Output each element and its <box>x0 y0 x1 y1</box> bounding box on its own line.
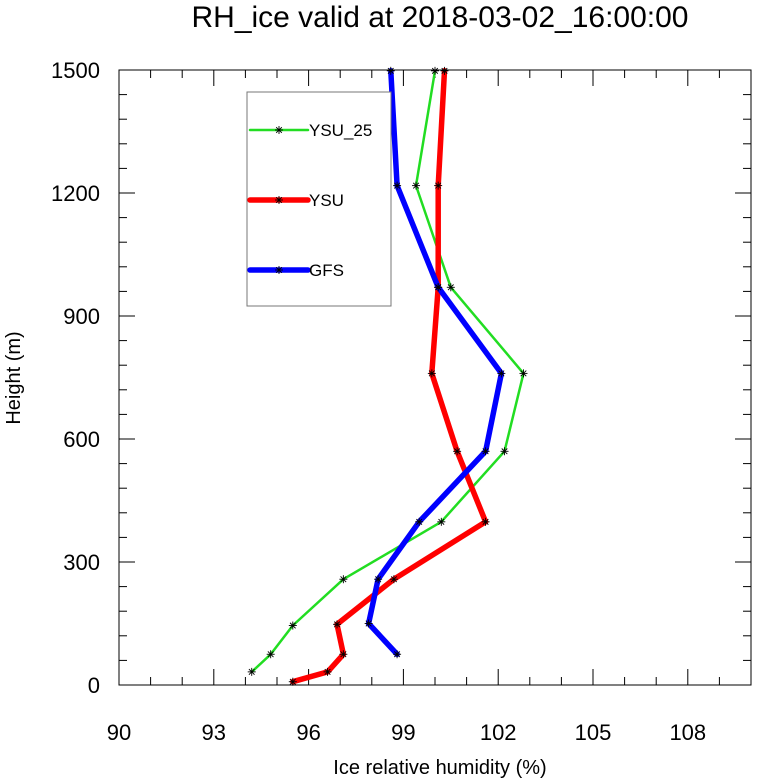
data-point-ysu <box>333 620 342 629</box>
x-tick-label: 96 <box>296 720 320 745</box>
data-point-ysu-25 <box>500 447 509 456</box>
chart-title: RH_ice valid at 2018-03-02_16:00:00 <box>191 1 688 34</box>
data-point-ysu <box>339 650 348 659</box>
data-point-ysu-25 <box>266 650 275 659</box>
y-tick-label: 600 <box>63 427 100 452</box>
data-point-ysu-25 <box>431 66 439 75</box>
legend-marker <box>275 266 283 274</box>
legend-label: YSU <box>309 191 344 210</box>
legend-marker <box>275 196 283 204</box>
data-point-ysu <box>434 181 443 190</box>
data-point-gfs <box>415 517 424 526</box>
data-point-ysu-25 <box>288 621 297 630</box>
data-point-gfs <box>374 575 383 584</box>
x-tick-label: 99 <box>391 720 415 745</box>
series-layer <box>247 66 528 686</box>
plot-frame <box>118 69 752 686</box>
data-point-gfs <box>364 619 373 628</box>
data-point-ysu <box>440 66 449 75</box>
data-point-gfs <box>393 181 402 190</box>
data-point-ysu-25 <box>247 667 256 676</box>
y-tick-label: 0 <box>88 673 100 698</box>
data-point-ysu <box>389 575 398 584</box>
y-tick-label: 300 <box>63 550 100 575</box>
legend-marker <box>275 126 283 134</box>
data-point-gfs <box>393 650 402 659</box>
legend-label: YSU_25 <box>309 121 372 140</box>
y-axis-title: Height (m) <box>3 331 25 424</box>
tick-labels: 90 93 96 99 102 105 108 0 300 600 900 1200 1500 <box>51 58 706 745</box>
data-point-ysu-25 <box>412 181 421 190</box>
data-point-ysu <box>427 369 436 378</box>
x-axis-title: Ice relative humidity (%) <box>333 757 546 779</box>
data-point-ysu <box>453 447 462 456</box>
data-point-gfs <box>386 66 395 75</box>
data-point-ysu-25 <box>339 575 348 584</box>
data-point-gfs <box>497 369 506 378</box>
data-point-ysu-25 <box>519 369 528 378</box>
x-tick-label: 108 <box>669 720 706 745</box>
y-tick-label: 1500 <box>51 58 100 83</box>
legend-label: GFS <box>309 261 344 280</box>
x-tick-label: 93 <box>202 720 226 745</box>
x-tick-label: 90 <box>107 720 131 745</box>
data-point-gfs <box>434 283 443 292</box>
data-point-ysu <box>288 677 297 686</box>
y-tick-label: 900 <box>63 304 100 329</box>
y-tick-label: 1200 <box>51 181 100 206</box>
data-point-ysu-25 <box>437 517 446 526</box>
x-tick-label: 102 <box>480 720 517 745</box>
x-tick-label: 105 <box>575 720 612 745</box>
data-point-gfs <box>481 447 490 456</box>
data-point-ysu <box>481 517 490 526</box>
legend: YSU_25 YSU GFS <box>246 91 392 307</box>
data-point-ysu-25 <box>446 283 455 292</box>
data-point-ysu <box>323 667 332 676</box>
axis-ticks <box>118 69 752 686</box>
